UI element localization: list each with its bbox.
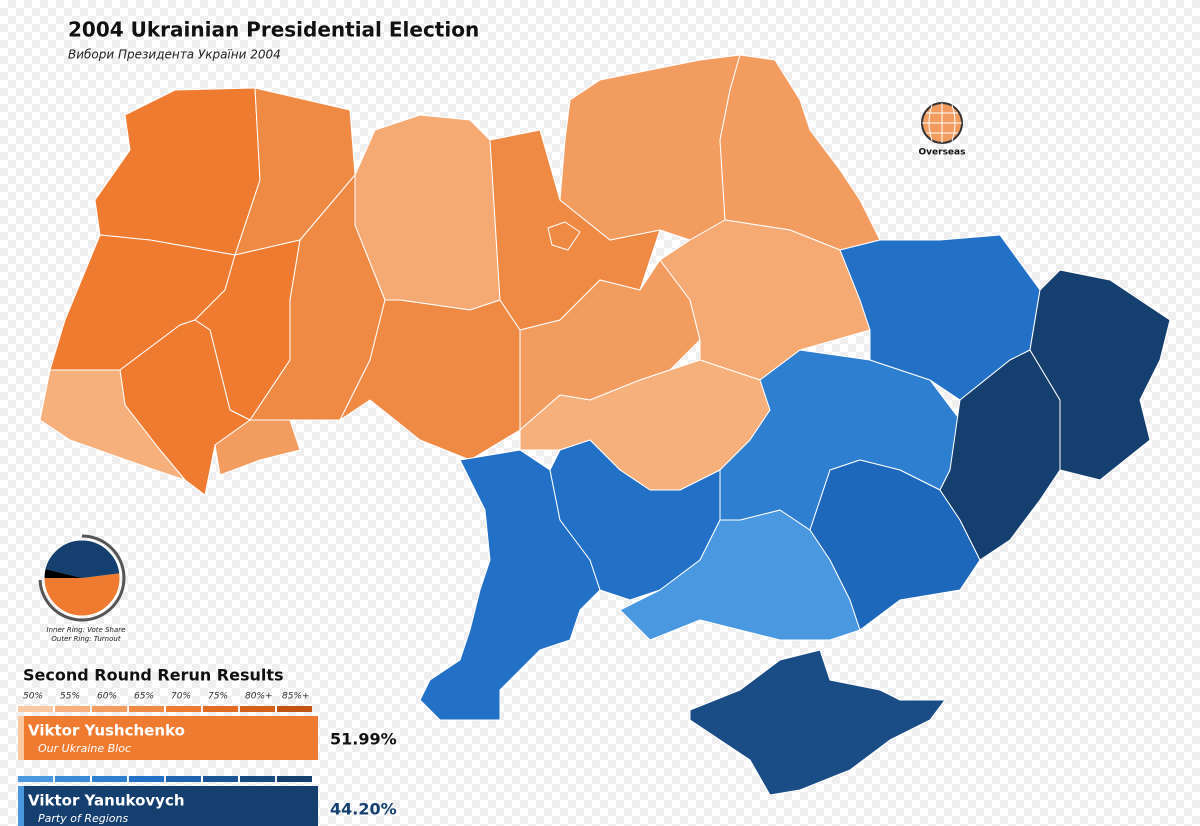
vote-share-ring [38, 534, 126, 622]
region [94, 87, 261, 256]
candidate-strip [18, 716, 24, 760]
candidate-strip [18, 786, 24, 826]
scale-label: 80%+ [245, 692, 273, 702]
candidate-name: Viktor Yanukovych [28, 792, 185, 810]
scale-swatch [92, 776, 127, 782]
ring-note: Inner Ring: Vote Share [47, 626, 126, 634]
candidate-share: 51.99% [330, 730, 397, 749]
title: 2004 Ukrainian Presidential Election [68, 18, 479, 42]
scale-swatch [203, 776, 238, 782]
scale-swatch [166, 776, 201, 782]
scale-label: 50% [23, 692, 43, 702]
scale-label: 70% [171, 692, 191, 702]
candidate-name: Viktor Yushchenko [28, 722, 185, 740]
other-wedge [44, 568, 82, 578]
scale-label: 85%+ [282, 692, 310, 702]
turnout-ring [38, 534, 126, 622]
region [939, 349, 1061, 561]
scale-swatch [240, 776, 275, 782]
candidate-party: Party of Regions [38, 812, 128, 825]
legend: 50% 55% 60% 65% 70% 75% 80%+ 85%+ Viktor Yushche… [18, 692, 397, 826]
overseas-label: Overseas [919, 148, 966, 158]
scale-swatch [55, 776, 90, 782]
region [719, 54, 881, 251]
results-title: Second Round Rerun Results [23, 666, 284, 685]
scale-swatch [203, 706, 238, 712]
region [559, 54, 741, 241]
scale-label: 60% [97, 692, 117, 702]
region [214, 419, 301, 476]
scale-swatch [55, 706, 90, 712]
region [39, 369, 186, 481]
regions [39, 54, 1171, 796]
candidate-share: 44.20% [330, 800, 397, 819]
candidate-party: Our Ukraine Bloc [38, 742, 131, 755]
region [689, 649, 946, 796]
scale-swatch [92, 706, 127, 712]
overseas-globe [921, 102, 963, 144]
region [547, 221, 581, 251]
scale-swatch [277, 776, 312, 782]
candidate-box [18, 716, 318, 760]
scale-swatch [277, 706, 312, 712]
scale-swatch [240, 706, 275, 712]
scale-label: 65% [134, 692, 154, 702]
scale-swatch [129, 706, 164, 712]
scale-swatch [18, 776, 53, 782]
candidate-box [18, 786, 318, 826]
scale-swatch [166, 706, 201, 712]
scale-label: 75% [208, 692, 228, 702]
share-wedge [45, 540, 120, 578]
share-wedge [43, 573, 120, 617]
region [339, 299, 521, 461]
region [1029, 269, 1171, 481]
ring-note: Outer Ring: Turnout [51, 635, 120, 643]
scale-swatch [129, 776, 164, 782]
region [809, 459, 981, 631]
scale-label: 55% [60, 692, 80, 702]
pie-outline [43, 539, 121, 617]
scale-swatch [18, 706, 53, 712]
subtitle: Вибори Президента України 2004 [68, 48, 281, 62]
